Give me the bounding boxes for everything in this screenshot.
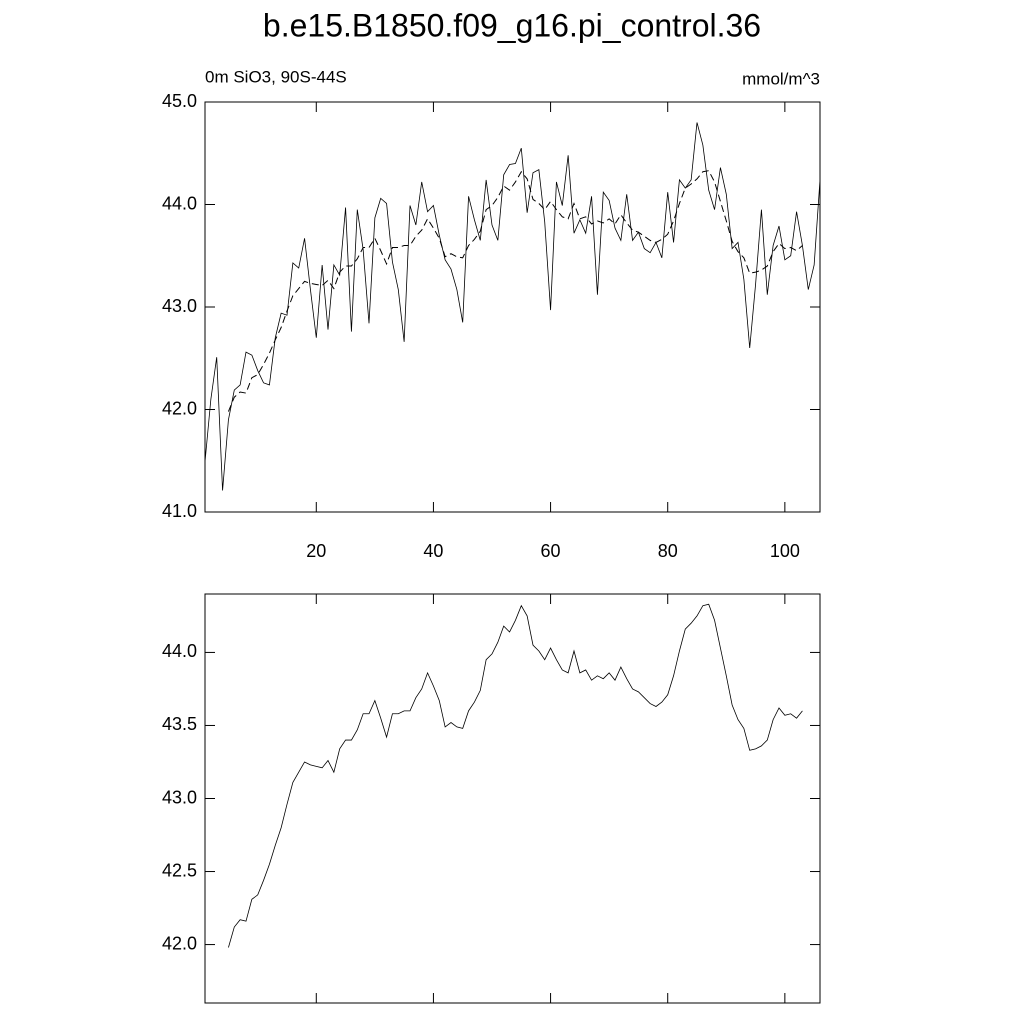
x-tick-label: 60 [541, 541, 561, 561]
y-tick-label: 43.5 [162, 714, 197, 734]
y-tick-label: 44.0 [162, 193, 197, 213]
plot-frame [204, 101, 821, 513]
y-tick-label: 42.5 [162, 860, 197, 880]
x-tick-label: 100 [770, 541, 800, 561]
y-tick-label: 43.0 [162, 787, 197, 807]
y-tick-label: 44.0 [162, 641, 197, 661]
y-tick-label: 42.0 [162, 398, 197, 418]
series-line [228, 603, 803, 948]
plot-frame [204, 593, 821, 1004]
x-tick-label: 80 [658, 541, 678, 561]
figure-title: b.e15.B1850.f09_g16.pi_control.36 [263, 7, 761, 43]
x-tick-label: 20 [306, 541, 326, 561]
y-tick-label: 42.0 [162, 933, 197, 953]
y-tick-label: 41.0 [162, 501, 197, 521]
left-string: 0m SiO3, 90S-44S [205, 67, 347, 86]
x-tick-label: 40 [423, 541, 443, 561]
y-tick-label: 43.0 [162, 296, 197, 316]
running-mean-line [227, 170, 803, 412]
series-line [204, 122, 821, 491]
y-tick-label: 45.0 [162, 91, 197, 111]
right-string: mmol/m^3 [742, 69, 820, 88]
